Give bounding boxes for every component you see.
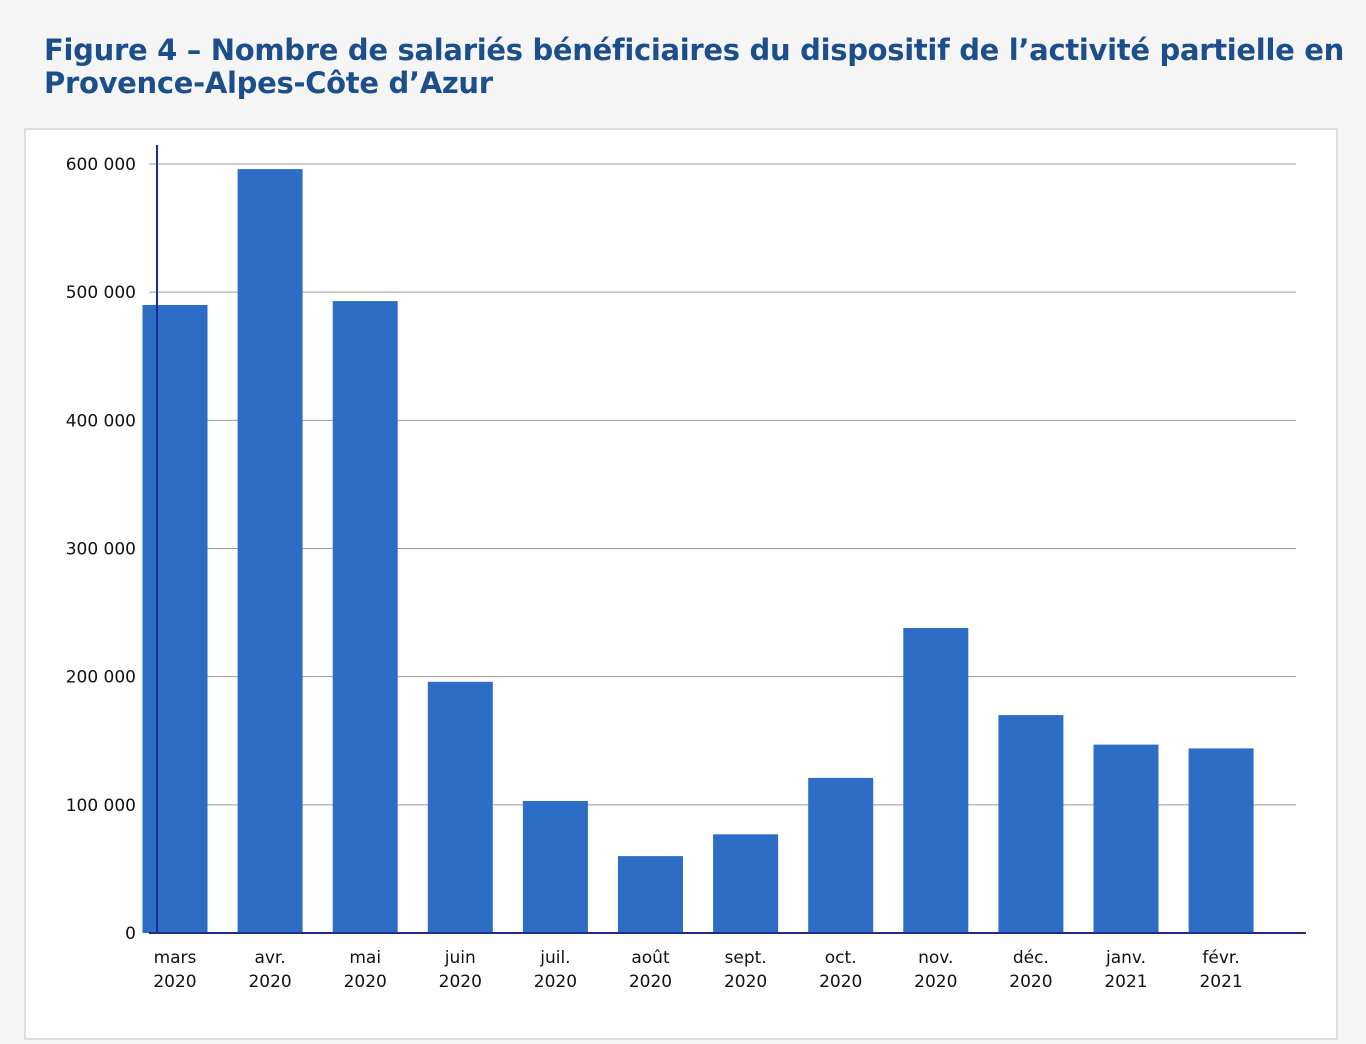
gridlines [149, 163, 1296, 806]
x-tick-label-month: avr. [254, 948, 285, 968]
x-tick-label-month: déc. [1013, 948, 1049, 968]
x-tick-label-month: août [631, 948, 670, 968]
chart-panel: 0 100 000 200 000 300 000 400 000 500 000 600 … [24, 128, 1338, 1040]
x-tick-label-year: 2021 [1199, 972, 1242, 992]
x-tick-label-month: juin [444, 948, 476, 968]
x-tick-label-month: sept. [725, 948, 767, 968]
x-tick-label-month: mars [154, 948, 197, 968]
x-tick-label-year: 2020 [1009, 972, 1052, 992]
x-tick-label-year: 2020 [344, 972, 387, 992]
x-tick-label: juil. 2020 [534, 948, 577, 992]
x-tick-label-year: 2020 [914, 972, 957, 992]
x-tick-label: mars 2020 [153, 948, 196, 992]
axes [149, 145, 1306, 934]
x-tick-label: mai 2020 [344, 948, 387, 992]
bar [332, 301, 398, 934]
x-tick-label: juin 2020 [439, 948, 482, 992]
y-tick-label: 0 [125, 924, 136, 944]
x-tick-label-year: 2020 [819, 972, 862, 992]
x-tick-label-year: 2020 [534, 972, 577, 992]
bar [903, 628, 969, 933]
bar [522, 801, 588, 933]
x-tick-label-year: 2020 [153, 972, 196, 992]
x-tick-label: avr. 2020 [248, 948, 291, 992]
x-tick-label: févr. 2021 [1199, 948, 1242, 992]
x-tick-label: oct. 2020 [819, 948, 862, 992]
y-tick-label: 100 000 [66, 796, 136, 816]
bars [142, 169, 1254, 934]
y-tick-label: 200 000 [66, 668, 136, 688]
x-tick-label-year: 2020 [629, 972, 672, 992]
y-tick-label: 300 000 [66, 540, 136, 560]
y-tick-label: 600 000 [66, 155, 136, 175]
x-tick-label-month: janv. [1105, 948, 1146, 968]
x-tick-label: août 2020 [629, 948, 672, 992]
bar [237, 169, 303, 934]
x-tick-labels: mars 2020 avr. 2020 mai 2020 juin 2020 juil. 2020… [153, 948, 1242, 992]
x-tick-label: nov. 2020 [914, 948, 957, 992]
x-tick-label-month: juil. [539, 948, 570, 968]
bar [142, 305, 208, 933]
bar [427, 681, 493, 933]
y-tick-label: 500 000 [66, 283, 136, 303]
bar [1188, 748, 1254, 933]
x-tick-label-year: 2020 [724, 972, 767, 992]
bar [713, 834, 779, 933]
x-tick-label-year: 2020 [248, 972, 291, 992]
x-tick-label-month: nov. [918, 948, 953, 968]
x-tick-label-month: oct. [825, 948, 857, 968]
x-tick-label-month: mai [349, 948, 381, 968]
y-tick-label: 400 000 [66, 411, 136, 431]
bar [1093, 744, 1159, 933]
bar [618, 856, 683, 933]
x-tick-label-year: 2020 [439, 972, 482, 992]
x-tick-label: déc. 2020 [1009, 948, 1052, 992]
x-tick-label-year: 2021 [1104, 972, 1147, 992]
page-title: Figure 4 – Nombre de salariés bénéficiai… [44, 33, 1344, 100]
x-tick-label: sept. 2020 [724, 948, 767, 992]
x-tick-label-month: févr. [1202, 948, 1239, 968]
bar-chart: 0 100 000 200 000 300 000 400 000 500 000 600 … [66, 145, 1306, 992]
bar [998, 715, 1064, 933]
bar [808, 777, 874, 933]
y-tick-labels: 0 100 000 200 000 300 000 400 000 500 000 600 … [66, 155, 136, 944]
x-tick-label: janv. 2021 [1104, 948, 1147, 992]
